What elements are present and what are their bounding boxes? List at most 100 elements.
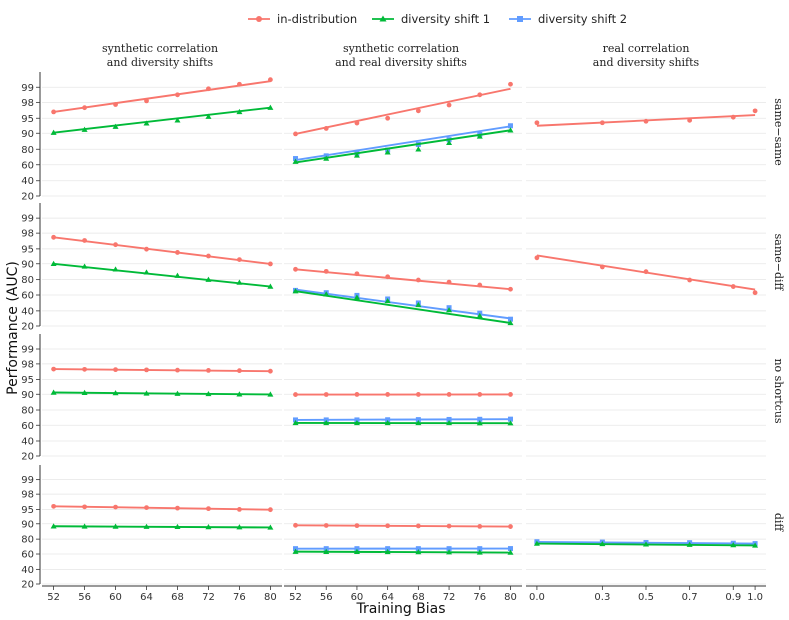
point-in-distribution	[293, 392, 298, 397]
x-tick-label-2-2: 0.5	[638, 592, 654, 603]
x-tick-label-0-1: 56	[78, 592, 91, 603]
point-diversity-shift-2	[446, 546, 452, 552]
point-in-distribution	[237, 257, 242, 262]
x-tick-label-0-4: 68	[171, 592, 184, 603]
point-diversity-shift-1	[143, 523, 150, 529]
point-in-distribution	[415, 392, 421, 397]
point-diversity-shift-1	[415, 549, 422, 555]
y-tick-label-99: 99	[21, 83, 34, 94]
point-diversity-shift-1	[236, 524, 243, 530]
point-diversity-shift-1	[384, 149, 391, 155]
x-tick-label-2-5: 1.0	[747, 592, 763, 603]
point-diversity-shift-1	[384, 548, 391, 555]
point-diversity-shift-1	[112, 390, 119, 396]
point-diversity-shift-1	[384, 297, 391, 304]
point-in-distribution	[82, 366, 87, 372]
point-diversity-shift-2	[415, 417, 421, 423]
x-tick-label-1-7: 80	[504, 592, 517, 603]
point-diversity-shift-1	[205, 390, 212, 397]
point-diversity-shift-1	[292, 419, 299, 426]
point-in-distribution	[206, 253, 211, 259]
point-diversity-shift-1	[267, 283, 274, 289]
point-in-distribution	[293, 522, 298, 528]
point-diversity-shift-1	[446, 419, 453, 426]
point-diversity-shift-1	[174, 523, 181, 530]
point-diversity-shift-1	[292, 158, 299, 164]
point-diversity-shift-1	[112, 123, 119, 129]
x-tick-label-0-3: 64	[140, 592, 153, 603]
row-strip-titles: same−same same−diff no shortcus diff	[772, 98, 785, 532]
point-diversity-shift-1	[476, 133, 483, 139]
point-diversity-shift-1	[752, 542, 759, 548]
point-in-distribution	[82, 105, 87, 111]
point-diversity-shift-1	[446, 549, 453, 555]
point-diversity-shift-1	[112, 266, 119, 272]
point-in-distribution	[354, 523, 360, 529]
row-title-3: diff	[772, 513, 785, 533]
point-diversity-shift-1	[267, 104, 274, 110]
legend-item-diversity-shift-1: diversity shift 1	[372, 12, 490, 26]
y-tick-label-60: 60	[21, 550, 34, 561]
point-in-distribution	[508, 392, 513, 397]
x-tick-label-2-4: 0.9	[725, 592, 741, 603]
point-diversity-shift-1	[507, 420, 514, 426]
x-tick-label-1-1: 56	[320, 592, 333, 603]
y-tick-label-90: 90	[21, 519, 34, 530]
legend-marker-diversity-shift-2	[517, 16, 523, 22]
panel-r2-c1	[292, 392, 514, 426]
point-diversity-shift-1	[476, 420, 483, 426]
point-in-distribution	[206, 86, 211, 92]
point-diversity-shift-1	[384, 419, 391, 426]
point-in-distribution	[175, 367, 180, 373]
x-tick-label-1-3: 64	[381, 592, 394, 603]
x-tick-label-1-4: 68	[412, 592, 425, 603]
point-diversity-shift-2	[507, 546, 513, 552]
point-diversity-shift-2	[293, 417, 299, 423]
point-diversity-shift-1	[446, 307, 453, 313]
point-diversity-shift-2	[507, 123, 513, 129]
point-diversity-shift-2	[477, 546, 483, 552]
fit-line-in-distribution	[53, 505, 271, 511]
point-in-distribution	[534, 255, 540, 261]
fit-line-diversity-shift-1	[295, 129, 511, 164]
point-diversity-shift-1	[174, 272, 181, 278]
point-diversity-shift-2	[446, 416, 452, 422]
panel-r3-c0	[50, 503, 274, 530]
point-in-distribution	[175, 250, 180, 255]
point-in-distribution	[446, 279, 452, 285]
point-diversity-shift-1	[415, 419, 422, 426]
point-in-distribution	[206, 367, 211, 373]
point-in-distribution	[206, 506, 211, 512]
x-tick-label-1-5: 72	[443, 592, 456, 603]
point-diversity-shift-1	[81, 263, 88, 269]
point-diversity-shift-1	[446, 139, 453, 146]
y-tick-label-80: 80	[21, 406, 34, 417]
point-diversity-shift-1	[415, 301, 422, 308]
point-in-distribution	[51, 109, 57, 115]
point-diversity-shift-1	[81, 126, 88, 132]
legend-label-diversity-shift-1: diversity shift 1	[401, 12, 490, 26]
y-tick-label-99: 99	[21, 345, 34, 356]
point-diversity-shift-1	[205, 524, 212, 530]
point-diversity-shift-2	[507, 316, 513, 322]
panel-r1-c2	[534, 254, 758, 296]
point-in-distribution	[237, 368, 242, 374]
y-tick-label-80: 80	[21, 275, 34, 286]
point-in-distribution	[237, 81, 242, 87]
point-diversity-shift-1	[353, 548, 360, 554]
y-axis-ticks: 20 40 60 80 90 95 98 99 20 40 60 80 90 95 98 99 20 40 60 80…	[21, 72, 41, 591]
point-diversity-shift-1	[476, 312, 483, 318]
point-in-distribution	[144, 505, 149, 511]
y-axis-title: Performance (AUC)	[5, 261, 21, 395]
point-in-distribution	[237, 506, 242, 512]
point-diversity-shift-1	[292, 288, 299, 294]
point-diversity-shift-1	[292, 548, 299, 554]
x-tick-label-2-1: 0.3	[594, 592, 610, 603]
point-in-distribution	[144, 367, 149, 373]
x-tick-label-1-2: 60	[351, 592, 364, 603]
point-in-distribution	[446, 523, 452, 529]
y-tick-label-60: 60	[21, 160, 34, 171]
point-in-distribution	[687, 277, 693, 283]
fit-line-diversity-shift-1	[295, 290, 511, 324]
